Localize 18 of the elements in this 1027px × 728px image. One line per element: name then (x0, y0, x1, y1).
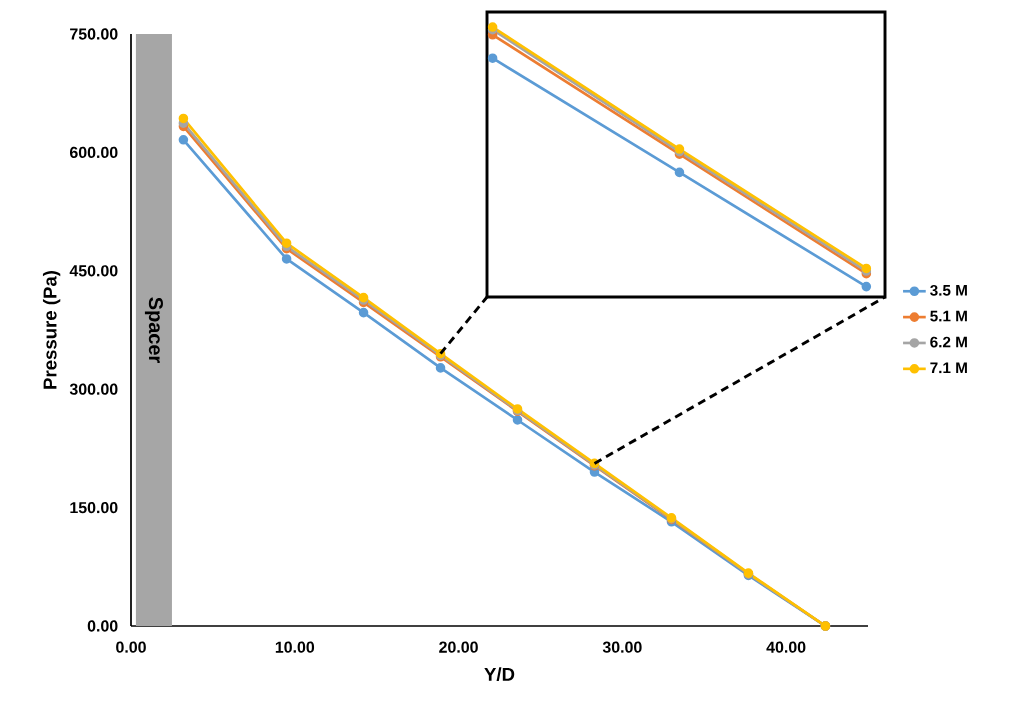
x-tick-label: 40.00 (766, 641, 806, 653)
x-tick-label: 30.00 (602, 641, 642, 653)
y-tick-label: 0.00 (87, 620, 118, 632)
y-tick-label: 450.00 (69, 265, 118, 277)
x-tick-label: 20.00 (439, 641, 478, 653)
band-label: Spacer (144, 297, 163, 363)
x-axis-title: Y/D (484, 667, 515, 682)
y-tick-label: 600.00 (69, 146, 118, 159)
y-tick-label: 750.00 (70, 28, 118, 40)
x-tick-label: 10.00 (275, 641, 315, 653)
legend-label: 7.1 M (930, 362, 967, 374)
y-tick-label: 150.00 (70, 501, 118, 514)
x-tick-label: 0.00 (116, 641, 146, 653)
legend-label: 6.2 M (930, 336, 967, 348)
y-tick-label: 300.00 (69, 383, 118, 395)
y-axis-title: Pressure (Pa) (42, 271, 61, 389)
legend-label: 5.1 M (930, 310, 967, 322)
legend-label: 3.5 M (930, 284, 967, 296)
